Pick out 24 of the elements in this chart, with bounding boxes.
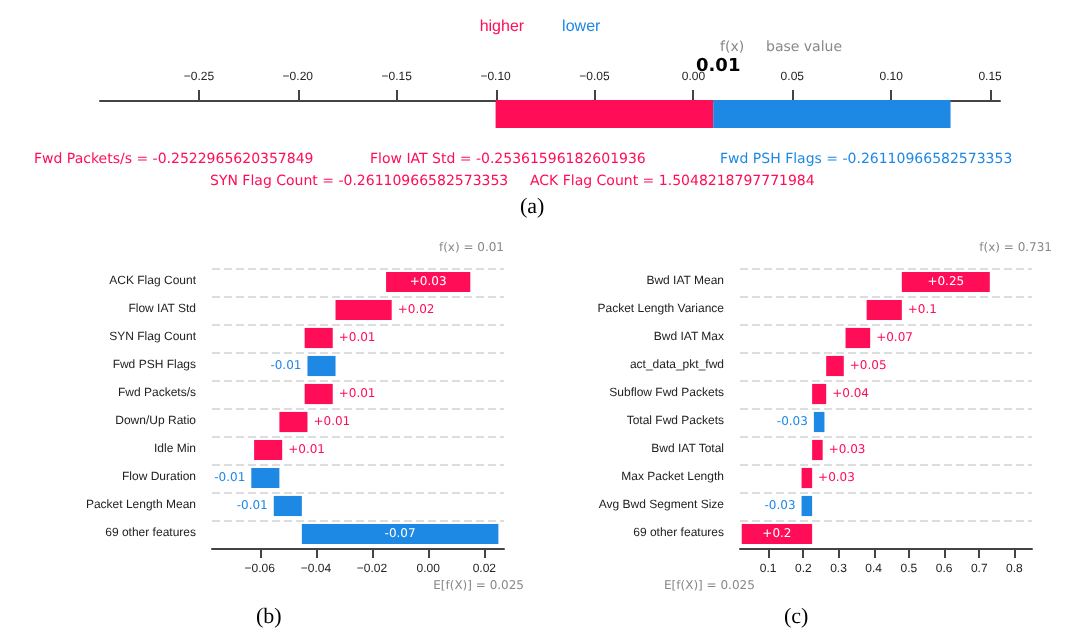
bar [304,327,333,349]
bar [741,523,813,545]
bar [812,439,823,461]
bar [254,439,283,461]
bar [307,355,336,377]
bar [273,495,302,517]
bar [335,299,392,321]
bar [812,383,827,405]
bar [826,355,844,377]
bar [279,411,308,433]
text: (c) [784,605,810,629]
bar [801,467,813,489]
text: lower [562,17,602,35]
text: higher [479,17,525,35]
bar [304,383,333,405]
bar [901,271,990,293]
bar [801,495,813,517]
text: (a) [520,195,546,219]
bar [866,299,902,321]
bar [251,467,280,489]
text: (b) [256,605,283,629]
bar [845,327,871,349]
bar [813,411,825,433]
bar [301,523,499,545]
